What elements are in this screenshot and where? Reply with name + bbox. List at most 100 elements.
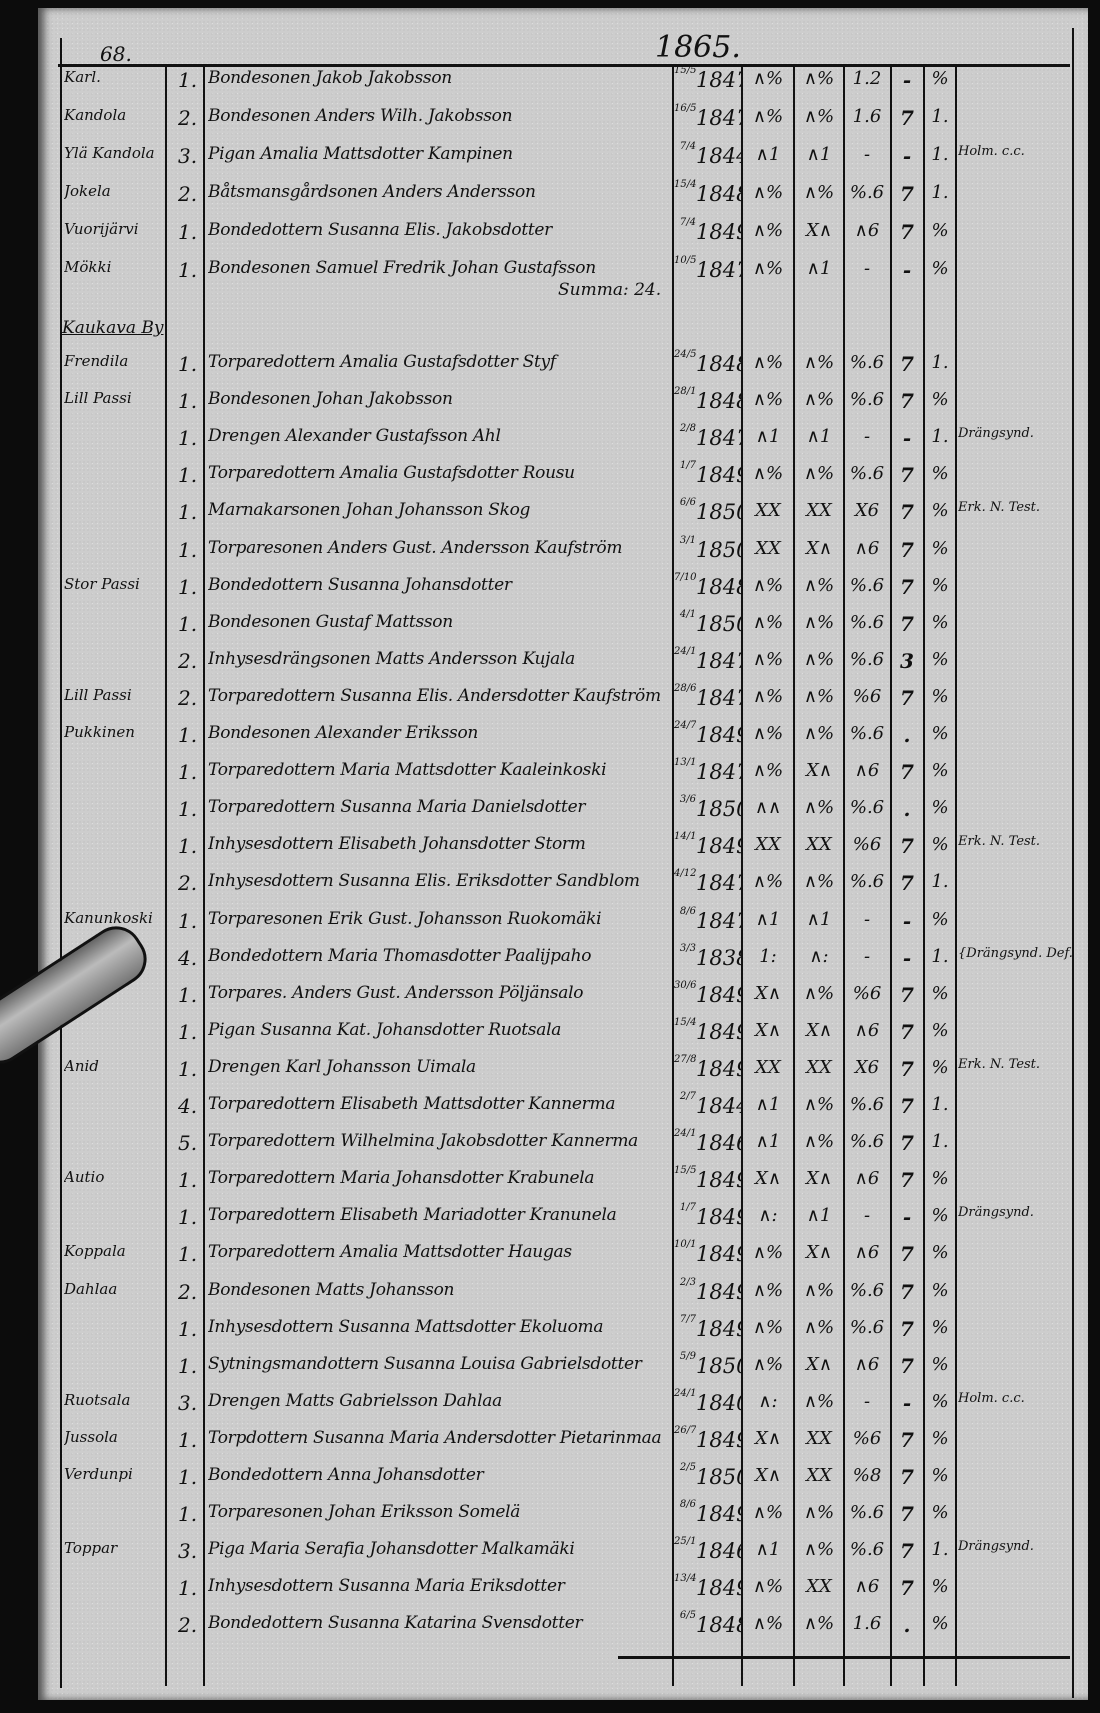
entry-name: Piga Maria Serafia Johansdotter Malkamäk…	[208, 1539, 575, 1560]
entry-b: X∧	[806, 1168, 832, 1190]
entry-d: 7	[900, 1131, 914, 1156]
entry-d: .	[903, 797, 911, 822]
column-rule-e	[923, 66, 925, 1686]
entry-c: %6	[852, 685, 882, 707]
entry-place: Dahlaa	[64, 1279, 118, 1298]
entry-e: %	[931, 723, 949, 744]
entry-year: 1847	[696, 871, 742, 896]
entry-name: Pigan Amalia Mattsdotter Kampinen	[208, 144, 513, 164]
entry-a: ∧∧	[754, 797, 782, 819]
entry-day: 24/11	[674, 1128, 696, 1140]
entry-num: 1.	[178, 1502, 198, 1527]
entry-b: X∧	[806, 760, 832, 782]
entry-e: %	[931, 1056, 949, 1078]
header-rule	[58, 64, 1070, 67]
entry-c: %.6	[849, 871, 885, 893]
entry-place: Toppar	[64, 1539, 118, 1558]
register-entry-row: 1. Torparedottern Susanna Maria Danielsdo…	[38, 791, 1088, 828]
entry-name: Inhysesdottern Susanna Elis. Eriksdotter…	[208, 871, 640, 892]
entry-place: Ruotsala	[64, 1390, 131, 1409]
entry-num: 1.	[178, 611, 198, 636]
entry-e: %	[931, 648, 949, 670]
entry-a: XX	[755, 834, 781, 856]
register-entry-row: Pukkinen 1. Bondesonen Alexander Eriksson 2…	[38, 717, 1088, 754]
entry-c: ∧6	[854, 760, 880, 782]
register-entry-row: Stor Passi 1. Bondedottern Susanna Johansd…	[38, 569, 1088, 606]
entry-name: Bondesonen Gustaf Mattsson	[208, 611, 453, 632]
entry-d: -	[902, 1390, 912, 1415]
entry-d: 7	[900, 463, 914, 488]
entry-c: %.6	[849, 352, 885, 373]
entry-year: 1846	[696, 1131, 742, 1156]
register-entry-row: Verdunpi 1. Bondedottern Anna Johansdotter…	[38, 1459, 1088, 1496]
entry-e: 1.	[931, 182, 949, 203]
entry-name: Bondesonen Samuel Fredrik Johan Gustafss…	[208, 258, 596, 278]
entry-day: 24/5	[674, 349, 696, 360]
entry-place: Kanunkoski	[64, 908, 153, 927]
entry-num: 2.	[178, 648, 198, 673]
entry-b: XX	[806, 1576, 832, 1598]
entry-a: ∧%	[752, 389, 784, 411]
entry-year: 1848	[696, 1613, 742, 1638]
entry-a: X∧	[755, 1427, 781, 1449]
entry-day: 7/4	[679, 217, 696, 228]
entry-d: -	[902, 258, 912, 282]
page-edge-rule	[1072, 28, 1074, 1698]
entry-day: 24/10	[674, 1387, 696, 1399]
entry-b: XX	[806, 834, 832, 856]
summa-total: Summa: 24.	[558, 280, 662, 300]
entry-day: 2/7	[679, 1091, 696, 1102]
entry-b: ∧:	[809, 945, 829, 967]
entry-name: Pigan Susanna Kat. Johansdotter Ruotsala	[208, 1019, 562, 1040]
entry-num: 1.	[178, 1242, 198, 1267]
entry-d: 7	[900, 685, 914, 710]
entry-d: -	[902, 426, 912, 451]
column-rule-d	[890, 66, 892, 1686]
register-entry-row: Karl. 1. Bondesonen Jakob Jakobsson 15/5 184…	[38, 62, 1088, 99]
register-entry-row: 1. Torpares. Anders Gust. Andersson Pöljä…	[38, 977, 1088, 1014]
entry-c: -	[863, 945, 871, 967]
register-entry-row: 4. Bondedottern Maria Thomasdotter Paalij…	[38, 940, 1088, 977]
entry-a: XX	[755, 537, 781, 559]
entry-e: 1.	[931, 1094, 949, 1115]
entry-num: 1.	[178, 1205, 198, 1230]
register-entry-row: Lill Passi 2. Torparedottern Susanna Elis.…	[38, 680, 1088, 717]
entry-d: 7	[900, 1019, 914, 1044]
entry-day: 2/8	[679, 423, 696, 435]
entry-e: %	[931, 1502, 949, 1524]
entry-e: 1.	[931, 106, 949, 127]
entry-b: ∧%	[803, 797, 835, 819]
register-entry-row: 1. Torparedottern Elisabeth Mariadotter K…	[38, 1199, 1088, 1236]
entry-d: -	[902, 908, 912, 933]
entry-b: ∧%	[803, 611, 835, 633]
entry-a: ∧1	[755, 1539, 781, 1561]
entry-year: 1850	[696, 797, 742, 822]
register-entry-row: 2. Bondedottern Susanna Katarina Svensdot…	[38, 1607, 1088, 1644]
register-entry-row: 1. Drengen Alexander Gustafsson Ahl 2/8 184…	[38, 420, 1088, 457]
entry-place: Autio	[64, 1168, 105, 1187]
entry-c: %.6	[849, 463, 885, 485]
entry-name: Drengen Karl Johansson Uimala	[208, 1056, 476, 1077]
entry-b: ∧%	[803, 982, 835, 1004]
entry-year: 1847	[696, 685, 742, 710]
register-entry-row: Dahlaa 2. Bondesonen Matts Johansson 2/3 184…	[38, 1274, 1088, 1311]
entry-c: %.6	[849, 648, 885, 670]
entry-e: %	[931, 1242, 949, 1264]
entry-day: 24/12	[674, 645, 696, 657]
entry-name: Torparedottern Elisabeth Mattsdotter Kan…	[208, 1094, 616, 1114]
entry-d: -	[902, 68, 912, 92]
entry-day: 7/10	[674, 571, 696, 583]
entry-d: 7	[900, 1427, 914, 1452]
entry-e: %	[931, 258, 949, 279]
entry-remark: Holm. c.c.	[958, 144, 1025, 159]
entry-c: 1.6	[852, 1613, 882, 1635]
entry-d: 7	[900, 834, 914, 859]
entry-b: XX	[806, 1427, 832, 1449]
entry-year: 1849	[696, 723, 742, 747]
register-entry-row: Lill Passi 1. Bondesonen Johan Jakobsson 28…	[38, 383, 1088, 420]
entry-year: 1838	[696, 945, 742, 970]
entry-d: 7	[900, 106, 914, 130]
entry-num: 1.	[178, 797, 198, 822]
entry-d: 7	[900, 1242, 914, 1267]
entry-c: %6	[852, 1427, 882, 1449]
